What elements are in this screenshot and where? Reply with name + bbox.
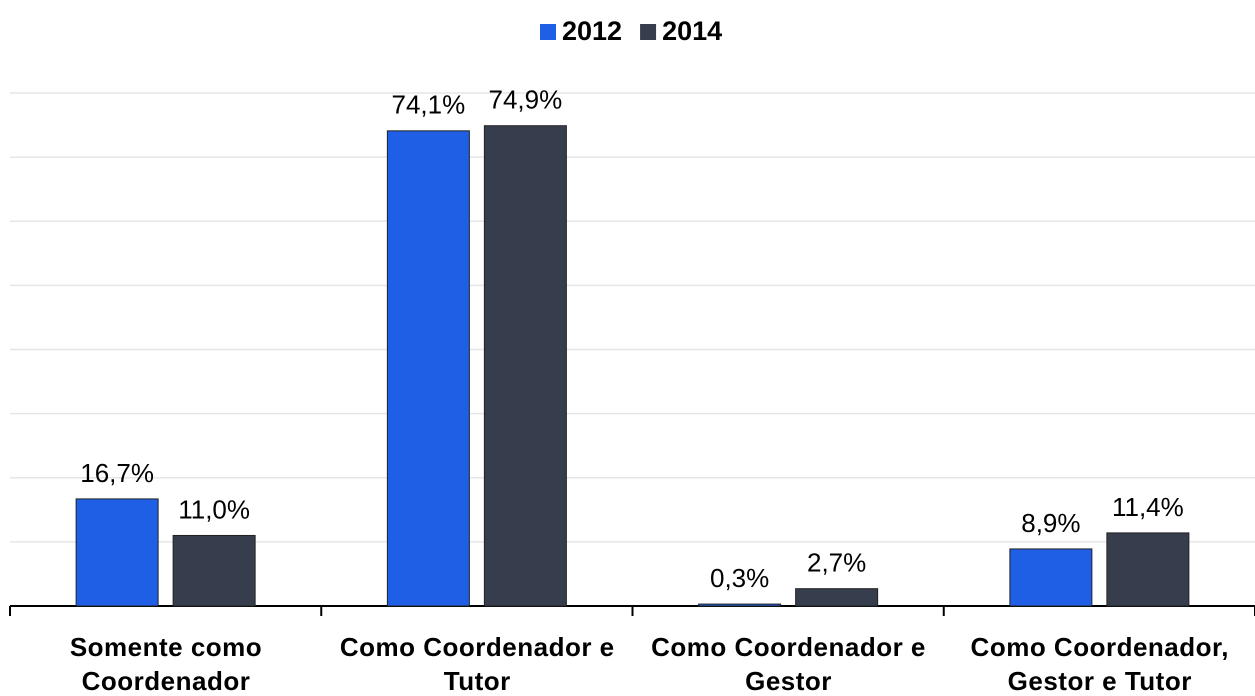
bar xyxy=(75,498,159,607)
legend-label: 2012 xyxy=(562,16,622,46)
bar xyxy=(172,534,256,607)
bar xyxy=(1106,532,1190,607)
legend-swatch xyxy=(540,24,556,40)
data-label: 74,9% xyxy=(489,85,563,115)
x-tick-label: Como Coordenador, Gestor e Tutor xyxy=(970,632,1229,696)
x-tick-label: Somente como Coordenador xyxy=(69,632,263,696)
data-label: 2,7% xyxy=(807,548,866,578)
data-label: 16,7% xyxy=(80,458,154,488)
legend-swatch xyxy=(640,24,657,40)
data-label: 11,4% xyxy=(1112,492,1184,522)
x-tick-label: Como Coordenador e Gestor xyxy=(651,632,926,696)
bar xyxy=(386,130,470,607)
legend-label: 2014 xyxy=(662,16,722,46)
data-label: 0,3% xyxy=(710,563,769,593)
bar xyxy=(698,603,782,607)
x-tick-label: Como Coordenador e Tutor xyxy=(339,632,615,696)
bar xyxy=(795,588,879,607)
bar xyxy=(1009,548,1093,607)
bar xyxy=(483,125,567,607)
data-label: 8,9% xyxy=(1021,508,1080,538)
data-label: 74,1% xyxy=(392,90,466,120)
data-label: 11,0% xyxy=(178,494,250,524)
